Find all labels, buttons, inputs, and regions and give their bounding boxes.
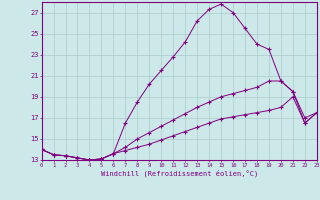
X-axis label: Windchill (Refroidissement éolien,°C): Windchill (Refroidissement éolien,°C) [100,169,258,177]
